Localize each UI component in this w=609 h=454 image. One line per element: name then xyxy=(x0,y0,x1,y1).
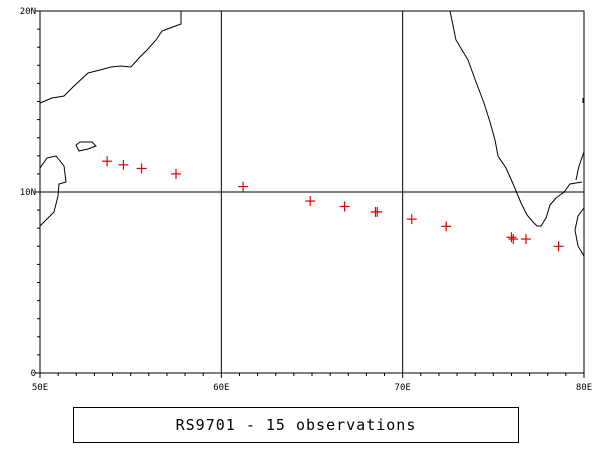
somalia-coastline xyxy=(39,155,67,227)
india-coastline xyxy=(449,10,583,227)
observation-marker xyxy=(506,232,517,243)
observation-marker xyxy=(305,196,316,207)
observation-marker xyxy=(520,234,531,245)
caption-box: RS9701 - 15 observations xyxy=(73,407,519,443)
observation-marker xyxy=(441,221,452,232)
caption-text: RS9701 - 15 observations xyxy=(175,416,417,434)
observation-marker xyxy=(372,206,383,217)
axis-ticks xyxy=(35,10,585,378)
y-tick-label: 0 xyxy=(31,369,36,379)
east-coast-fragment xyxy=(575,151,585,181)
y-tick-label: 20N xyxy=(20,7,36,17)
x-tick-label: 60E xyxy=(213,383,229,393)
y-tick-label: 10N xyxy=(20,188,36,198)
gridlines xyxy=(40,11,584,373)
srilanka-coastline xyxy=(574,207,585,257)
observation-marker xyxy=(102,156,113,167)
coastlines xyxy=(39,10,585,257)
observation-marker xyxy=(406,214,417,225)
x-tick-label: 80E xyxy=(576,383,592,393)
x-tick-label: 70E xyxy=(395,383,411,393)
x-tick-label: 50E xyxy=(32,383,48,393)
observation-marker xyxy=(136,163,147,174)
observation-markers xyxy=(102,156,564,252)
observation-marker xyxy=(508,234,519,245)
observation-marker xyxy=(553,241,564,252)
observation-marker xyxy=(238,181,249,192)
observation-marker xyxy=(118,159,129,170)
arabia-coastline xyxy=(39,11,182,104)
tick-labels: 50E 60E 70E 80E 0 10N 20N xyxy=(20,7,592,393)
observation-marker xyxy=(171,168,181,179)
socotra-island xyxy=(75,141,97,152)
observation-marker xyxy=(339,201,350,212)
